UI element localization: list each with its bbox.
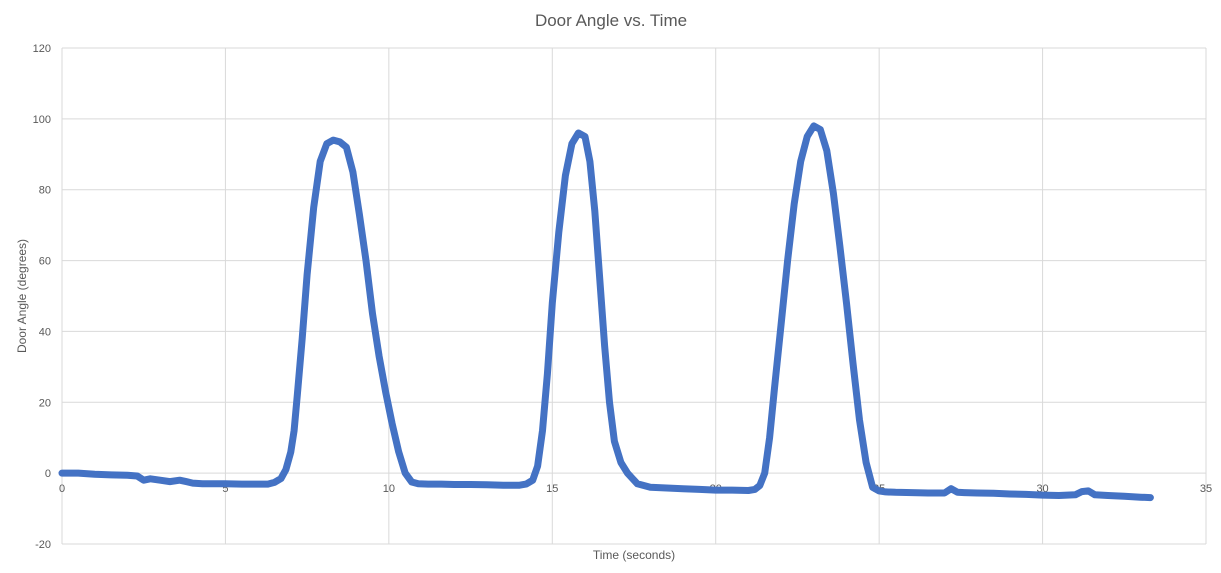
y-tick-label: 120 <box>33 43 51 55</box>
y-tick-label: 0 <box>45 468 51 480</box>
series-layer <box>58 122 1154 502</box>
chart-title: Door Angle vs. Time <box>535 11 687 30</box>
y-tick-label: 40 <box>39 326 51 338</box>
x-tick-label: 0 <box>59 483 65 495</box>
x-axis-label: Time (seconds) <box>593 548 675 562</box>
y-tick-label: 80 <box>39 185 51 197</box>
y-tick-label: 20 <box>39 397 51 409</box>
x-tick-label: 5 <box>222 483 228 495</box>
x-tick-label: 10 <box>383 483 395 495</box>
y-axis-ticks: -20 0 20 40 60 80 100 120 <box>33 43 51 551</box>
x-tick-label: 15 <box>546 483 558 495</box>
series-line <box>58 122 1154 502</box>
y-tick-label: 100 <box>33 114 51 126</box>
y-tick-label: -20 <box>35 539 51 551</box>
grid <box>61 47 1207 545</box>
y-axis-label: Door Angle (degrees) <box>15 239 29 353</box>
y-tick-label: 60 <box>39 256 51 268</box>
x-tick-label: 35 <box>1200 483 1212 495</box>
